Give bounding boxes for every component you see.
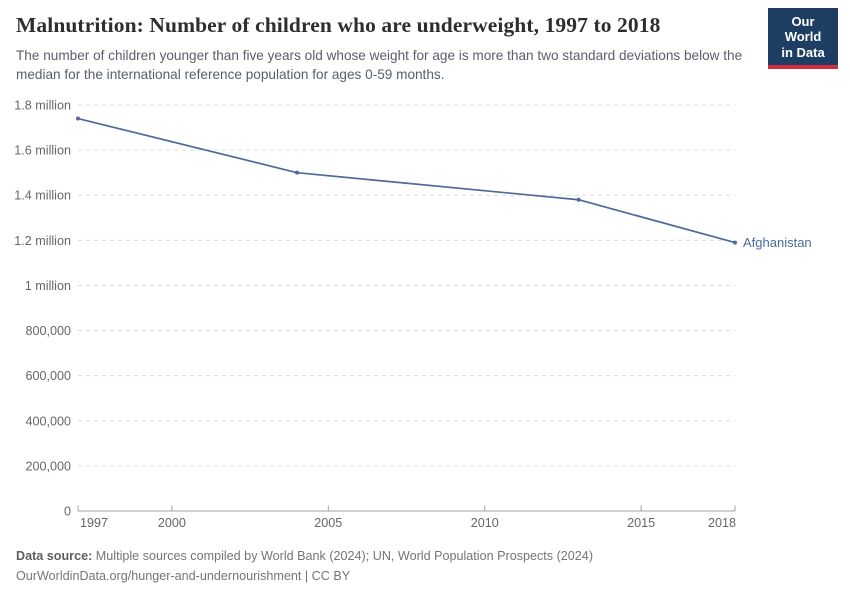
data-point: [76, 116, 80, 121]
chart-subtitle: The number of children younger than five…: [16, 47, 743, 83]
x-tick-label: 1997: [80, 516, 108, 530]
y-tick-label: 200,000: [25, 459, 71, 473]
chart-header: Malnutrition: Number of children who are…: [16, 12, 755, 84]
y-tick-label: 1.4 million: [14, 189, 71, 203]
data-source-text: Multiple sources compiled by World Bank …: [92, 549, 594, 563]
owid-logo-line2: in Data: [781, 44, 825, 60]
y-tick-label: 1.2 million: [14, 234, 71, 248]
data-source-line: Data source: Multiple sources compiled b…: [16, 546, 834, 566]
y-tick-label: 0: [64, 505, 71, 519]
x-tick-label: 2018: [708, 516, 736, 530]
x-tick-label: 2015: [627, 516, 655, 530]
data-point: [295, 170, 299, 175]
y-tick-label: 1 million: [25, 279, 71, 293]
data-point: [733, 240, 737, 245]
x-tick-label: 2000: [158, 516, 186, 530]
x-tick-label: 2010: [471, 516, 499, 530]
data-line: [77, 117, 736, 244]
y-tick-label: 600,000: [25, 369, 71, 383]
x-tick-label: 2005: [314, 516, 342, 530]
license-line: OurWorldinData.org/hunger-and-undernouri…: [16, 569, 351, 584]
chart-title: Malnutrition: Number of children who are…: [16, 13, 661, 37]
owid-logo: Our World in Data: [768, 8, 838, 69]
series-label: Afghanistan: [743, 235, 812, 250]
y-tick-label: 1.6 million: [14, 144, 71, 158]
data-point: [576, 197, 581, 202]
chart-footer: Data source: Multiple sources compiled b…: [16, 546, 834, 586]
owid-logo-line1: Our World: [784, 14, 822, 45]
data-source-label: Data source:: [16, 549, 93, 563]
y-tick-label: 1.8 million: [14, 99, 71, 113]
y-tick-label: 800,000: [25, 324, 71, 338]
y-tick-label: 400,000: [25, 414, 71, 428]
